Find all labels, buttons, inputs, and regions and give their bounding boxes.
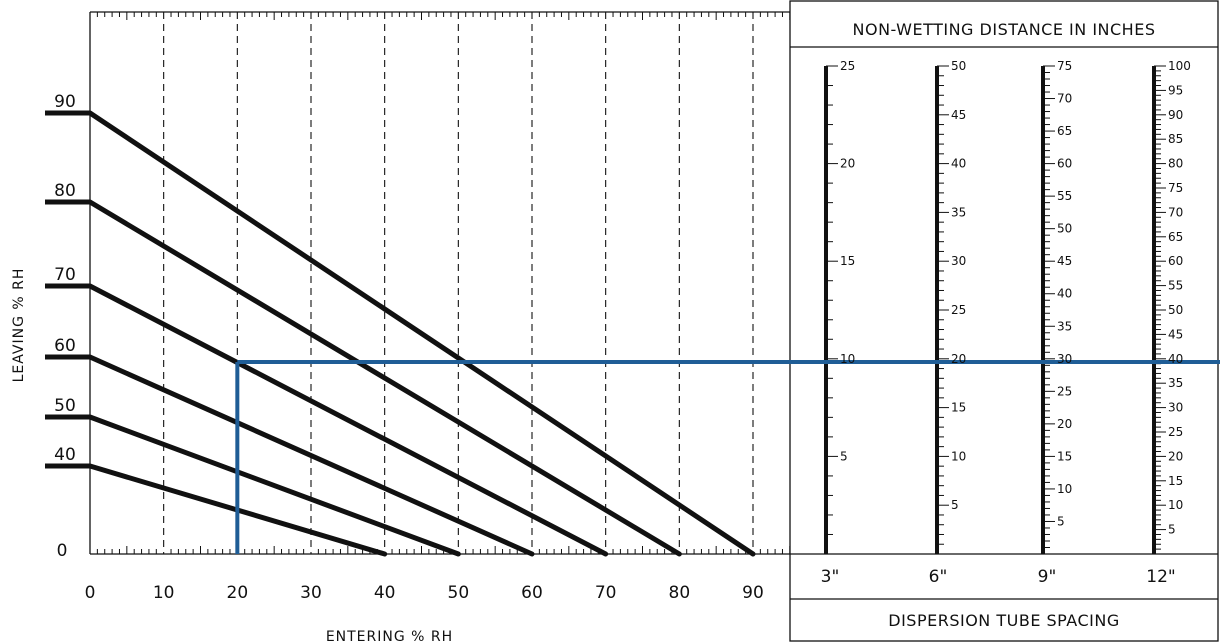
scale-3-label-75: 75 — [1057, 59, 1072, 73]
scale-4-label-100: 100 — [1168, 59, 1191, 73]
scale-4-label-35: 35 — [1168, 376, 1183, 390]
scale-2-label-10: 10 — [951, 449, 966, 463]
series-label-40: 40 — [54, 445, 76, 465]
scale-4-label-60: 60 — [1168, 254, 1183, 268]
example-path — [235, 360, 1220, 554]
x-tick-label-50: 50 — [448, 583, 470, 603]
scale-4-label-95: 95 — [1168, 83, 1183, 97]
scale-2-label-40: 40 — [951, 157, 966, 171]
scale-4-label-45: 45 — [1168, 327, 1183, 341]
x-tick-label-70: 70 — [595, 583, 617, 603]
series-label-50: 50 — [54, 396, 76, 416]
scale-4-label-5: 5 — [1168, 523, 1176, 537]
x-tick-label-10: 10 — [153, 583, 175, 603]
scale-3-label-60: 60 — [1057, 157, 1072, 171]
spacing-label-4: 12" — [1146, 567, 1175, 587]
series-label-70: 70 — [54, 265, 76, 285]
series-line-60 — [87, 354, 535, 557]
scale-3-label-45: 45 — [1057, 254, 1072, 268]
scale-2-label-30: 30 — [951, 254, 966, 268]
scale-2-label-45: 45 — [951, 108, 966, 122]
scale-4-label-50: 50 — [1168, 303, 1183, 317]
scale-3-label-65: 65 — [1057, 124, 1072, 138]
scale-3-label-40: 40 — [1057, 287, 1072, 301]
nomogram-header: NON-WETTING DISTANCE IN INCHES — [853, 20, 1156, 39]
spacing-label-1: 3" — [821, 567, 840, 587]
scale-4-label-10: 10 — [1168, 498, 1183, 512]
scale-3-label-55: 55 — [1057, 189, 1072, 203]
scale-1-label-15: 15 — [840, 254, 855, 268]
scale-2-label-50: 50 — [951, 59, 966, 73]
scale-4-label-40: 40 — [1168, 352, 1183, 366]
x-axis-title: ENTERING % RH — [326, 629, 453, 643]
series-label-90: 90 — [54, 92, 76, 112]
scale-3-label-25: 25 — [1057, 384, 1072, 398]
scale-4-label-25: 25 — [1168, 425, 1183, 439]
chart-text: 0 10 20 30 40 50 60 70 80 90 0 40 50 60 70 80 90 ENTERING… — [11, 20, 1191, 643]
spacing-label-2: 6" — [929, 567, 948, 587]
rh-plot-area — [45, 11, 791, 557]
scale-4-label-75: 75 — [1168, 181, 1183, 195]
scale-4-label-55: 55 — [1168, 279, 1183, 293]
scale-1-label-10: 10 — [840, 352, 855, 366]
scale-1-label-25: 25 — [840, 59, 855, 73]
x-tick-label-80: 80 — [669, 583, 691, 603]
scale-1-label-20: 20 — [840, 157, 855, 171]
series-line-50 — [87, 414, 461, 557]
scale-3-label-5: 5 — [1057, 514, 1065, 528]
scale-4-label-85: 85 — [1168, 132, 1183, 146]
scale-3-label-20: 20 — [1057, 417, 1072, 431]
x-tick-label-90: 90 — [742, 583, 764, 603]
scale-1-label-5: 5 — [840, 449, 848, 463]
x-tick-label-40: 40 — [374, 583, 396, 603]
non-wetting-nomogram — [789, 0, 1219, 642]
scale-3-label-30: 30 — [1057, 352, 1072, 366]
nomogram-frame — [789, 0, 1219, 642]
scale-2-label-20: 20 — [951, 352, 966, 366]
scale-3-label-10: 10 — [1057, 482, 1072, 496]
series-line-80 — [87, 199, 682, 557]
scale-4-label-90: 90 — [1168, 108, 1183, 122]
scale-4-label-80: 80 — [1168, 157, 1183, 171]
scale-2-label-25: 25 — [951, 303, 966, 317]
series-label-80: 80 — [54, 181, 76, 201]
scale-3-label-35: 35 — [1057, 319, 1072, 333]
x-tick-label-20: 20 — [227, 583, 249, 603]
scale-2-label-15: 15 — [951, 401, 966, 415]
origin-label: 0 — [57, 541, 68, 561]
scale-3-label-15: 15 — [1057, 449, 1072, 463]
scale-4-label-65: 65 — [1168, 230, 1183, 244]
scale-3-label-70: 70 — [1057, 92, 1072, 106]
series-label-60: 60 — [54, 336, 76, 356]
x-tick-label-0: 0 — [85, 583, 96, 603]
x-tick-label-30: 30 — [300, 583, 322, 603]
nomogram-footer: DISPERSION TUBE SPACING — [888, 611, 1119, 630]
y-axis-title: LEAVING % RH — [11, 268, 27, 383]
scale-2-label-5: 5 — [951, 498, 959, 512]
spacing-label-3: 9" — [1038, 567, 1057, 587]
scale-4-label-30: 30 — [1168, 401, 1183, 415]
scale-4-label-15: 15 — [1168, 474, 1183, 488]
scale-2-label-35: 35 — [951, 205, 966, 219]
scale-3-label-50: 50 — [1057, 222, 1072, 236]
series-line-70 — [87, 283, 609, 557]
series-line-90 — [87, 110, 756, 557]
x-tick-label-60: 60 — [521, 583, 543, 603]
scale-4-label-20: 20 — [1168, 449, 1183, 463]
scale-4-label-70: 70 — [1168, 205, 1183, 219]
